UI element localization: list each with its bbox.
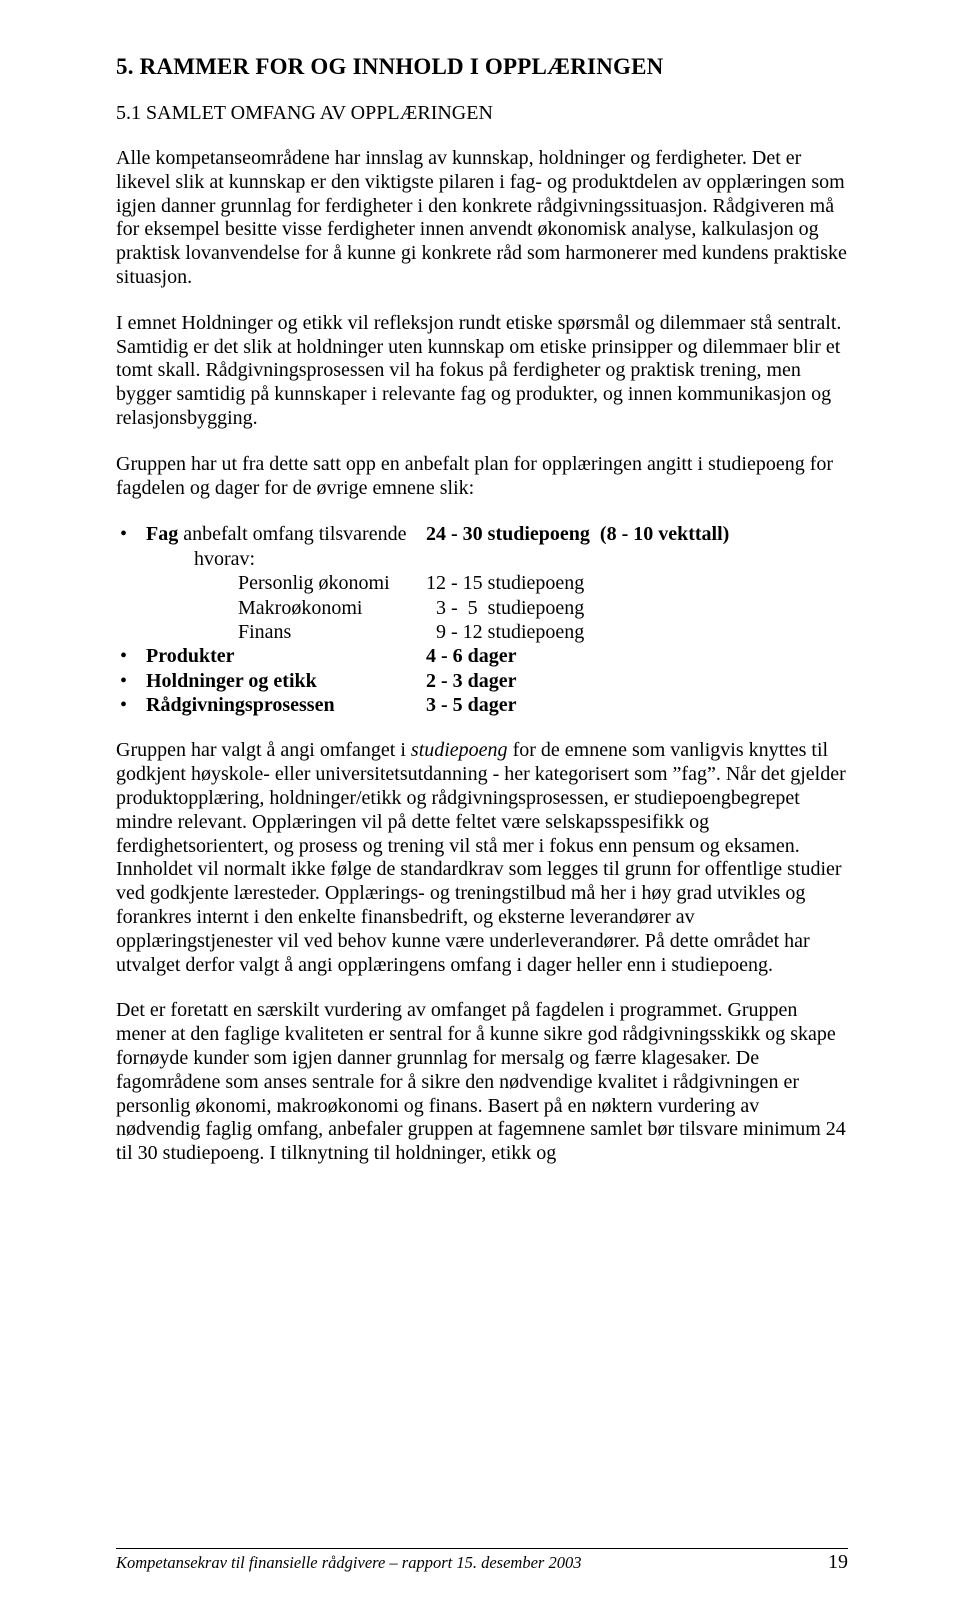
list-item-radgivning: Rådgivningsprosessen 3 - 5 dager — [116, 693, 848, 717]
sub-item: Personlig økonomi 12 - 15 studiepoeng — [146, 571, 848, 595]
sub-item: Makroøkonomi 3 - 5 studiepoeng — [146, 596, 848, 620]
list-item-value: 24 - 30 studiepoeng (8 - 10 vekttall) — [426, 523, 729, 545]
paragraph-5: Det er foretatt en særskilt vurdering av… — [116, 999, 848, 1166]
list-item-label: Rådgivningsprosessen — [146, 694, 335, 716]
list-item-holdninger: Holdninger og etikk 2 - 3 dager — [116, 669, 848, 693]
hvorav-label: hvorav: — [146, 547, 848, 571]
list-item-produkter: Produkter 4 - 6 dager — [116, 644, 848, 668]
page-footer: Kompetansekrav til finansielle rådgivere… — [116, 1548, 848, 1574]
page-number: 19 — [828, 1551, 848, 1574]
paragraph-4: Gruppen har valgt å angi omfanget i stud… — [116, 739, 848, 977]
sub-item: Finans 9 - 12 studiepoeng — [146, 620, 848, 644]
list-item-label: Fag anbefalt omfang tilsvarende — [146, 522, 426, 546]
plan-list: Fag anbefalt omfang tilsvarende 24 - 30 … — [116, 522, 848, 717]
paragraph-3: Gruppen har ut fra dette satt opp en anb… — [116, 453, 848, 501]
list-item-value: 3 - 5 dager — [426, 694, 517, 716]
list-item-fag: Fag anbefalt omfang tilsvarende 24 - 30 … — [116, 522, 848, 644]
footer-text: Kompetansekrav til finansielle rådgivere… — [116, 1553, 581, 1573]
list-item-label: Produkter — [146, 645, 235, 667]
list-item-value: 4 - 6 dager — [426, 645, 517, 667]
paragraph-1: Alle kompetanseområdene har innslag av k… — [116, 147, 848, 290]
list-item-label: Holdninger og etikk — [146, 670, 317, 692]
heading-main: 5. RAMMER FOR OG INNHOLD I OPPLÆRINGEN — [116, 54, 848, 80]
heading-sub: 5.1 SAMLET OMFANG AV OPPLÆRINGEN — [116, 102, 848, 125]
paragraph-2: I emnet Holdninger og etikk vil refleksj… — [116, 312, 848, 431]
list-item-value: 2 - 3 dager — [426, 670, 517, 692]
